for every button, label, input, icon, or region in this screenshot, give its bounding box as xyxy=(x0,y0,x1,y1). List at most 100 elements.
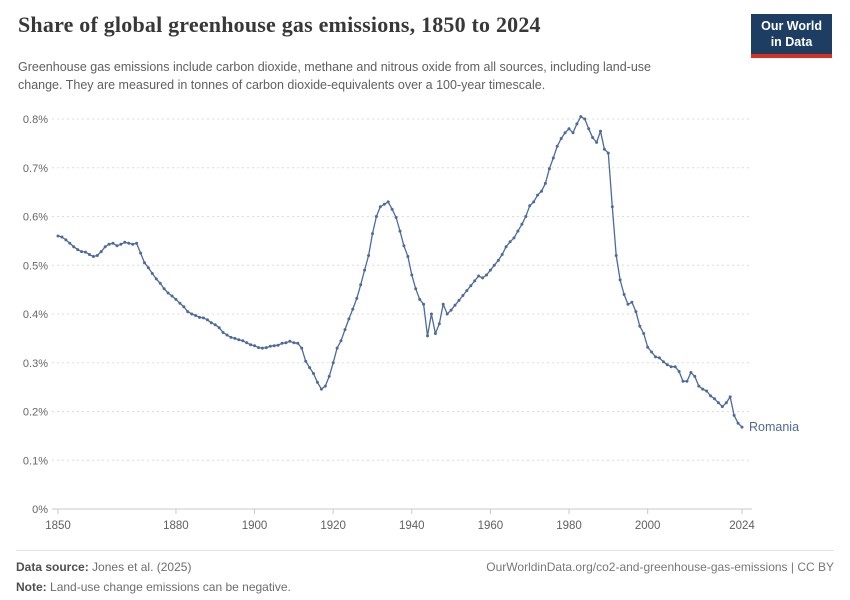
data-point xyxy=(390,207,394,211)
data-point xyxy=(146,265,150,269)
x-tick-label: 1920 xyxy=(320,520,346,532)
data-point xyxy=(602,147,606,151)
data-point xyxy=(567,126,571,130)
data-point xyxy=(174,297,178,301)
data-point xyxy=(143,260,146,264)
data-point xyxy=(520,222,524,226)
data-source-text: Jones et al. (2025) xyxy=(92,559,192,574)
data-point xyxy=(280,341,284,345)
data-point xyxy=(650,350,654,353)
line-chart-svg[interactable]: 0% 0.1% 0.2% 0.3% 0.4% 0.5% 0.6% 0.7% 0.8% 1850 18… xyxy=(0,99,850,545)
owid-logo-line1: Our World xyxy=(761,19,822,33)
data-point xyxy=(68,241,72,245)
data-point xyxy=(661,359,665,363)
data-point xyxy=(453,303,457,307)
data-point xyxy=(249,342,253,346)
data-point xyxy=(433,331,437,335)
data-point xyxy=(347,316,351,320)
data-point xyxy=(626,302,630,306)
data-point xyxy=(728,394,732,398)
x-tick-label: 2024 xyxy=(729,520,755,532)
series-end-label[interactable]: Romania xyxy=(749,420,799,434)
data-point xyxy=(657,355,661,359)
data-point xyxy=(461,293,465,297)
data-point xyxy=(60,235,64,238)
data-point xyxy=(740,425,744,429)
data-point xyxy=(406,254,410,258)
data-point xyxy=(327,374,331,378)
data-point xyxy=(595,140,599,144)
data-point xyxy=(107,242,111,246)
data-point xyxy=(677,369,681,373)
data-point xyxy=(363,268,367,272)
data-point xyxy=(225,333,229,336)
owid-logo[interactable]: Our World in Data xyxy=(751,14,832,59)
data-point xyxy=(469,283,473,287)
y-tick-label: 0.1% xyxy=(23,455,48,467)
data-point xyxy=(119,242,123,246)
chart-note: Note: Land-use change emissions can be n… xyxy=(16,580,834,594)
data-point xyxy=(115,243,119,247)
data-point xyxy=(292,340,296,344)
data-point xyxy=(382,202,386,206)
data-point xyxy=(551,156,555,159)
data-point xyxy=(264,345,268,349)
data-point xyxy=(693,374,697,378)
data-point xyxy=(540,189,543,193)
data-point xyxy=(99,249,103,253)
data-point xyxy=(170,294,174,297)
y-tick-label: 0.8% xyxy=(23,114,48,126)
data-point xyxy=(559,136,563,140)
data-point xyxy=(716,400,720,404)
data-point xyxy=(724,400,728,404)
data-point xyxy=(127,241,131,245)
data-point xyxy=(268,344,272,348)
line-chart-area[interactable]: 0% 0.1% 0.2% 0.3% 0.4% 0.5% 0.6% 0.7% 0.8% 1850 18… xyxy=(0,99,850,550)
data-point xyxy=(504,244,508,248)
data-point xyxy=(665,362,669,366)
attribution-link[interactable]: OurWorldinData.org/co2-and-greenhouse-ga… xyxy=(486,559,834,574)
data-point xyxy=(194,313,198,317)
data-point xyxy=(367,253,371,257)
data-point xyxy=(709,393,713,397)
data-point xyxy=(736,421,740,425)
chart-subtitle: Greenhouse gas emissions include carbon … xyxy=(18,60,652,93)
data-point xyxy=(583,117,587,120)
data-point xyxy=(591,135,595,139)
data-point xyxy=(622,292,626,296)
y-tick-label: 0.5% xyxy=(23,260,48,272)
data-point xyxy=(150,271,154,275)
data-point xyxy=(87,252,91,256)
data-point xyxy=(543,181,547,185)
data-point xyxy=(300,346,304,350)
data-point xyxy=(162,286,166,290)
data-point xyxy=(378,204,382,208)
data-point xyxy=(685,379,689,383)
data-point xyxy=(241,338,245,342)
data-point xyxy=(217,325,221,329)
data-point xyxy=(335,346,339,350)
data-point xyxy=(681,379,685,383)
data-point xyxy=(422,302,426,306)
data-point xyxy=(508,239,512,243)
data-point xyxy=(260,346,264,350)
data-point xyxy=(371,231,374,235)
data-point xyxy=(429,312,433,315)
data-point xyxy=(465,288,469,292)
data-point xyxy=(276,343,280,347)
data-point xyxy=(630,300,634,304)
data-point xyxy=(296,341,300,345)
data-point xyxy=(135,241,139,245)
data-point xyxy=(512,235,516,239)
data-point xyxy=(477,274,481,277)
series-line[interactable] xyxy=(57,115,743,428)
data-point xyxy=(201,315,205,319)
data-point xyxy=(95,253,99,257)
data-point xyxy=(323,384,327,388)
data-point xyxy=(414,286,418,290)
data-point xyxy=(84,250,87,254)
data-point xyxy=(272,343,276,347)
data-point xyxy=(492,263,496,267)
data-point xyxy=(654,354,657,358)
